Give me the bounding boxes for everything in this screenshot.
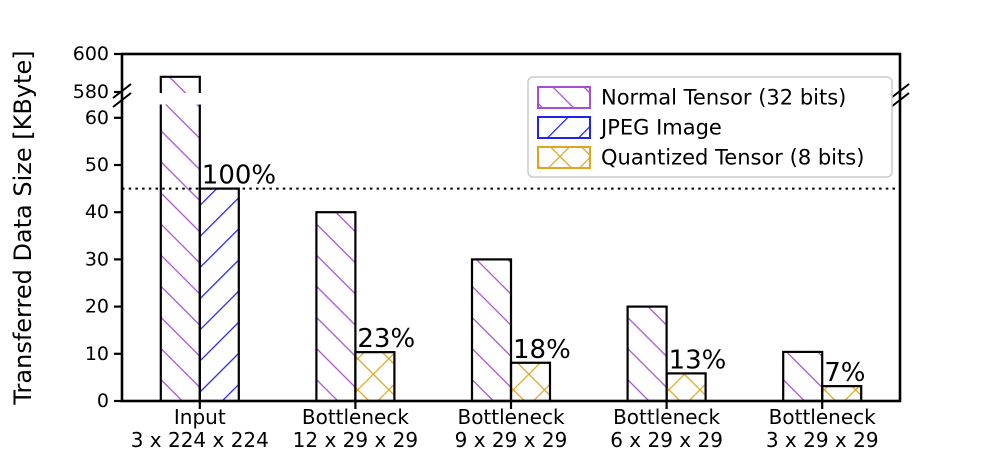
bar-normal-tensor-32-bits-group0-lower <box>160 104 200 401</box>
x-tick-label-line1: Bottleneck <box>457 405 564 429</box>
x-tick-label-line2: 9 x 29 x 29 <box>455 428 568 450</box>
axis-break-icon <box>112 83 132 99</box>
y-tick-label: 0 <box>97 390 109 412</box>
legend-item-label: Quantized Tensor (8 bits) <box>601 146 864 170</box>
bar-normal-tensor-32-bits-group1 <box>315 211 357 403</box>
legend <box>527 76 893 178</box>
y-tick-label: 30 <box>85 248 109 270</box>
axis-break-icon <box>890 92 910 108</box>
legend-item-label: JPEG Image <box>599 116 722 140</box>
bar-normal-tensor-32-bits-group4 <box>782 350 824 403</box>
bar-jpeg-image-group0 <box>198 187 240 403</box>
x-tick-label-line1: Bottleneck <box>302 405 409 429</box>
x-tick-label-line1: Bottleneck <box>769 405 876 429</box>
annotation-percent: 13% <box>669 345 727 375</box>
legend-swatch-icon <box>537 86 591 109</box>
bar-normal-tensor-32-bits-group2 <box>470 258 513 403</box>
y-tick-label: 20 <box>85 296 109 318</box>
y-tick-label: 40 <box>85 201 109 223</box>
x-tick-label-line2: 3 x 224 x 224 <box>131 428 269 450</box>
y-axis-label: Transferred Data Size [KByte] <box>9 50 37 405</box>
y-tick-label: 600 <box>73 43 109 65</box>
x-tick-label-line2: 6 x 29 x 29 <box>610 428 723 450</box>
annotation-percent: 100% <box>202 161 276 191</box>
annotation-percent: 23% <box>357 324 415 354</box>
x-tick-label-line2: 12 x 29 x 29 <box>293 428 418 450</box>
axis-break-icon <box>890 83 910 99</box>
y-tick-label: 580 <box>73 81 109 103</box>
bar-quantized-tensor-8-bits-group1 <box>354 351 396 403</box>
x-tick-label-line1: Input <box>174 405 226 429</box>
y-tick-label: 50 <box>85 154 109 176</box>
bar-normal-tensor-32-bits-group3 <box>626 305 668 403</box>
axis-break-icon <box>112 92 132 108</box>
legend-swatch-icon <box>537 146 591 169</box>
y-tick-label: 60 <box>85 107 109 129</box>
legend-swatch-icon <box>537 116 591 139</box>
annotation-percent: 18% <box>513 335 571 365</box>
bar-quantized-tensor-8-bits-group4 <box>821 385 863 403</box>
x-tick-label-line1: Bottleneck <box>613 405 720 429</box>
x-tick-label-line2: 3 x 29 x 29 <box>766 428 879 450</box>
annotation-percent: 7% <box>824 358 865 388</box>
legend-item-label: Normal Tensor (32 bits) <box>601 86 846 110</box>
y-tick-label: 10 <box>85 343 109 365</box>
bar-normal-tensor-32-bits-group0-upper-edge <box>159 75 201 93</box>
bar-quantized-tensor-8-bits-group2 <box>509 361 552 403</box>
bar-quantized-tensor-8-bits-group3 <box>665 372 707 403</box>
bar-normal-tensor-32-bits-group0-upper <box>160 76 200 93</box>
